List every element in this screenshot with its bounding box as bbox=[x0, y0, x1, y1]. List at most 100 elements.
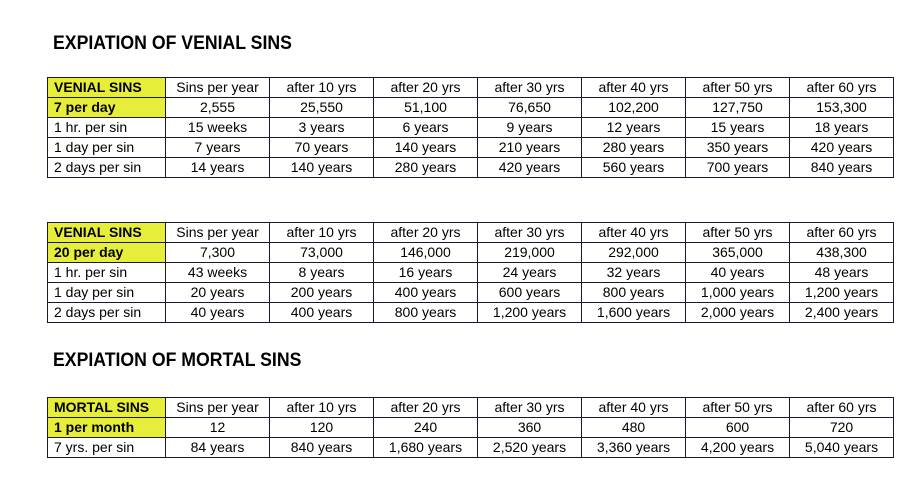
table-cell: 280 years bbox=[581, 137, 686, 158]
column-header: after 30 yrs bbox=[477, 222, 582, 243]
table-cell: 560 years bbox=[581, 157, 686, 178]
table-cell: 9 years bbox=[477, 117, 582, 138]
table-cell: 840 years bbox=[789, 157, 894, 178]
table-cell: 15 years bbox=[685, 117, 790, 138]
column-header: after 30 yrs bbox=[477, 77, 582, 98]
table-cell: 600 years bbox=[477, 282, 582, 303]
rate-value-cell: 153,300 bbox=[789, 97, 894, 118]
rate-value-cell: 25,550 bbox=[269, 97, 374, 118]
column-header: Sins per year bbox=[165, 222, 270, 243]
table-row: 1 hr. per sin 43 weeks 8 years 16 years 24 y… bbox=[47, 262, 894, 283]
table-cell: 2,520 years bbox=[477, 437, 582, 458]
row-label: 1 hr. per sin bbox=[47, 262, 166, 283]
rate-value-cell: 480 bbox=[581, 417, 686, 438]
rate-label: 1 per month bbox=[47, 417, 166, 438]
table-cell: 1,200 years bbox=[477, 302, 582, 323]
table-cell: 140 years bbox=[373, 137, 478, 158]
table-header-row: VENIAL SINS Sins per year after 10 yrs afte… bbox=[47, 222, 894, 243]
table-cell: 2,400 years bbox=[789, 302, 894, 323]
table-cell: 4,200 years bbox=[685, 437, 790, 458]
rate-value-cell: 720 bbox=[789, 417, 894, 438]
table-cell: 400 years bbox=[269, 302, 374, 323]
table-cell: 15 weeks bbox=[165, 117, 270, 138]
table-row: 1 hr. per sin 15 weeks 3 years 6 years 9 yea… bbox=[47, 117, 894, 138]
column-header: after 20 yrs bbox=[373, 222, 478, 243]
column-header: after 10 yrs bbox=[269, 77, 374, 98]
rate-value-cell: 12 bbox=[165, 417, 270, 438]
table-cell: 1,600 years bbox=[581, 302, 686, 323]
rate-value-cell: 292,000 bbox=[581, 242, 686, 263]
rate-value-cell: 73,000 bbox=[269, 242, 374, 263]
column-header: Sins per year bbox=[165, 397, 270, 418]
table-cell: 420 years bbox=[477, 157, 582, 178]
rate-value-cell: 127,750 bbox=[685, 97, 790, 118]
venial-7-per-day-table: VENIAL SINS Sins per year after 10 yrs afte… bbox=[47, 77, 894, 178]
row-label: 2 days per sin bbox=[47, 302, 166, 323]
table-cell: 3,360 years bbox=[581, 437, 686, 458]
rate-label: 7 per day bbox=[47, 97, 166, 118]
row-label: 1 day per sin bbox=[47, 282, 166, 303]
category-label: VENIAL SINS bbox=[47, 77, 166, 98]
table-cell: 420 years bbox=[789, 137, 894, 158]
rate-value-cell: 365,000 bbox=[685, 242, 790, 263]
table-cell: 43 weeks bbox=[165, 262, 270, 283]
table-cell: 18 years bbox=[789, 117, 894, 138]
rate-value-cell: 7,300 bbox=[165, 242, 270, 263]
table-cell: 840 years bbox=[269, 437, 374, 458]
row-label: 7 yrs. per sin bbox=[47, 437, 166, 458]
column-header: after 50 yrs bbox=[685, 222, 790, 243]
category-label: VENIAL SINS bbox=[47, 222, 166, 243]
column-header: after 30 yrs bbox=[477, 397, 582, 418]
table-cell: 400 years bbox=[373, 282, 478, 303]
table-cell: 12 years bbox=[581, 117, 686, 138]
table-cell: 8 years bbox=[269, 262, 374, 283]
rate-value-cell: 51,100 bbox=[373, 97, 478, 118]
rate-value-cell: 76,650 bbox=[477, 97, 582, 118]
mortal-sins-heading: EXPIATION OF MORTAL SINS bbox=[53, 350, 302, 371]
table-row: 1 day per sin 7 years 70 years 140 years 210… bbox=[47, 137, 894, 158]
table-cell: 140 years bbox=[269, 157, 374, 178]
row-label: 2 days per sin bbox=[47, 157, 166, 178]
table-cell: 32 years bbox=[581, 262, 686, 283]
column-header: after 50 yrs bbox=[685, 77, 790, 98]
table-row: 2 days per sin 40 years 400 years 800 years… bbox=[47, 302, 894, 323]
column-header: Sins per year bbox=[165, 77, 270, 98]
column-header: after 40 yrs bbox=[581, 397, 686, 418]
rate-value-cell: 240 bbox=[373, 417, 478, 438]
column-header: after 40 yrs bbox=[581, 222, 686, 243]
rate-row: 20 per day 7,300 73,000 146,000 219,000 292,0… bbox=[47, 242, 894, 263]
rate-row: 7 per day 2,555 25,550 51,100 76,650 102,200 1… bbox=[47, 97, 894, 118]
table-cell: 40 years bbox=[685, 262, 790, 283]
table-cell: 14 years bbox=[165, 157, 270, 178]
rate-value-cell: 2,555 bbox=[165, 97, 270, 118]
rate-value-cell: 102,200 bbox=[581, 97, 686, 118]
table-row: 1 day per sin 20 years 200 years 400 years 6… bbox=[47, 282, 894, 303]
category-label: MORTAL SINS bbox=[47, 397, 166, 418]
table-cell: 700 years bbox=[685, 157, 790, 178]
table-cell: 24 years bbox=[477, 262, 582, 283]
column-header: after 20 yrs bbox=[373, 77, 478, 98]
column-header: after 40 yrs bbox=[581, 77, 686, 98]
mortal-sins-table: MORTAL SINS Sins per year after 10 yrs afte… bbox=[47, 397, 894, 458]
column-header: after 10 yrs bbox=[269, 222, 374, 243]
table-cell: 16 years bbox=[373, 262, 478, 283]
table-cell: 40 years bbox=[165, 302, 270, 323]
column-header: after 60 yrs bbox=[789, 397, 894, 418]
rate-row: 1 per month 12 120 240 360 480 600 720 bbox=[47, 417, 894, 438]
table-row: 2 days per sin 14 years 140 years 280 years… bbox=[47, 157, 894, 178]
table-cell: 200 years bbox=[269, 282, 374, 303]
rate-value-cell: 360 bbox=[477, 417, 582, 438]
rate-value-cell: 120 bbox=[269, 417, 374, 438]
row-label: 1 hr. per sin bbox=[47, 117, 166, 138]
table-row: 7 yrs. per sin 84 years 840 years 1,680 yea… bbox=[47, 437, 894, 458]
table-cell: 84 years bbox=[165, 437, 270, 458]
table-cell: 20 years bbox=[165, 282, 270, 303]
table-cell: 5,040 years bbox=[789, 437, 894, 458]
rate-value-cell: 146,000 bbox=[373, 242, 478, 263]
rate-value-cell: 219,000 bbox=[477, 242, 582, 263]
table-cell: 280 years bbox=[373, 157, 478, 178]
table-cell: 3 years bbox=[269, 117, 374, 138]
rate-value-cell: 438,300 bbox=[789, 242, 894, 263]
column-header: after 20 yrs bbox=[373, 397, 478, 418]
column-header: after 60 yrs bbox=[789, 77, 894, 98]
